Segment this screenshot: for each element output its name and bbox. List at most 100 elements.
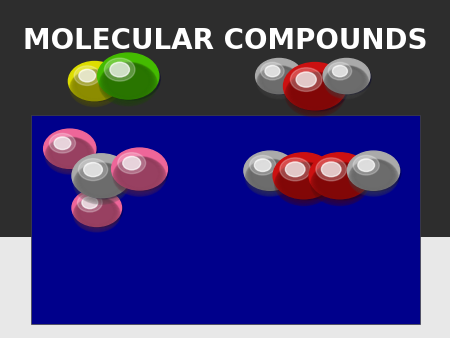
Circle shape	[260, 67, 298, 95]
Circle shape	[112, 148, 167, 190]
Circle shape	[103, 64, 154, 102]
Circle shape	[328, 67, 365, 95]
Circle shape	[77, 198, 117, 228]
Circle shape	[72, 70, 117, 104]
Circle shape	[104, 64, 153, 101]
Circle shape	[257, 66, 301, 99]
Circle shape	[99, 62, 158, 106]
Circle shape	[73, 197, 120, 232]
Circle shape	[77, 164, 126, 201]
Circle shape	[49, 139, 90, 170]
Circle shape	[247, 160, 293, 194]
Circle shape	[280, 164, 327, 199]
Circle shape	[274, 162, 333, 206]
Circle shape	[277, 163, 330, 203]
Circle shape	[84, 163, 103, 177]
Circle shape	[105, 65, 152, 99]
Circle shape	[76, 198, 117, 229]
Circle shape	[76, 163, 127, 202]
Circle shape	[353, 161, 394, 192]
Circle shape	[54, 137, 71, 149]
Circle shape	[285, 72, 345, 117]
Circle shape	[248, 154, 297, 191]
Circle shape	[265, 66, 280, 77]
Circle shape	[75, 71, 114, 101]
Circle shape	[276, 162, 332, 204]
Circle shape	[351, 154, 401, 191]
Circle shape	[288, 73, 342, 113]
Circle shape	[280, 158, 310, 181]
Circle shape	[248, 160, 292, 193]
Circle shape	[76, 157, 132, 199]
Circle shape	[70, 69, 119, 106]
Circle shape	[278, 163, 329, 202]
Circle shape	[82, 197, 98, 209]
Circle shape	[353, 155, 379, 175]
Circle shape	[50, 134, 76, 153]
Circle shape	[74, 66, 100, 86]
Circle shape	[48, 138, 92, 171]
Circle shape	[325, 66, 368, 98]
Circle shape	[316, 164, 363, 199]
Circle shape	[79, 69, 95, 82]
Circle shape	[313, 163, 367, 203]
Circle shape	[310, 162, 369, 206]
Circle shape	[259, 67, 299, 96]
Circle shape	[72, 189, 122, 226]
Circle shape	[71, 70, 118, 105]
Circle shape	[110, 62, 130, 77]
Circle shape	[351, 160, 396, 194]
Circle shape	[258, 66, 300, 98]
Circle shape	[79, 165, 124, 198]
Circle shape	[259, 61, 304, 95]
Circle shape	[350, 159, 397, 195]
Circle shape	[72, 65, 122, 102]
Circle shape	[288, 73, 342, 114]
Circle shape	[74, 71, 115, 102]
Circle shape	[123, 156, 140, 170]
Circle shape	[328, 67, 364, 94]
Circle shape	[45, 137, 94, 174]
Circle shape	[50, 139, 90, 169]
Circle shape	[309, 153, 370, 199]
Circle shape	[250, 161, 290, 191]
FancyBboxPatch shape	[31, 115, 420, 324]
Circle shape	[72, 70, 117, 103]
Text: MOLECULAR COMPOUNDS: MOLECULAR COMPOUNDS	[23, 27, 427, 54]
Circle shape	[116, 151, 169, 191]
Circle shape	[324, 66, 369, 99]
Circle shape	[278, 156, 336, 200]
Circle shape	[46, 137, 94, 173]
Circle shape	[118, 153, 146, 174]
Circle shape	[261, 67, 297, 94]
Circle shape	[296, 72, 316, 87]
FancyBboxPatch shape	[0, 237, 450, 338]
Circle shape	[47, 138, 93, 172]
Circle shape	[333, 66, 347, 77]
Circle shape	[258, 66, 300, 97]
Circle shape	[286, 72, 344, 116]
Circle shape	[347, 151, 400, 190]
Circle shape	[245, 159, 295, 196]
Circle shape	[284, 63, 346, 110]
Circle shape	[101, 63, 155, 103]
Circle shape	[78, 198, 116, 227]
Circle shape	[315, 164, 364, 200]
Circle shape	[290, 68, 322, 91]
Circle shape	[314, 163, 365, 202]
Circle shape	[74, 197, 119, 231]
Circle shape	[316, 158, 346, 181]
Circle shape	[261, 62, 284, 80]
Circle shape	[246, 159, 294, 195]
Circle shape	[78, 159, 108, 180]
Circle shape	[76, 192, 123, 227]
Circle shape	[98, 53, 159, 99]
Circle shape	[312, 162, 368, 204]
Circle shape	[314, 156, 372, 200]
Circle shape	[323, 58, 370, 94]
Circle shape	[77, 193, 102, 212]
Circle shape	[327, 67, 366, 96]
Circle shape	[256, 58, 302, 94]
Circle shape	[117, 158, 162, 192]
Circle shape	[68, 62, 121, 101]
